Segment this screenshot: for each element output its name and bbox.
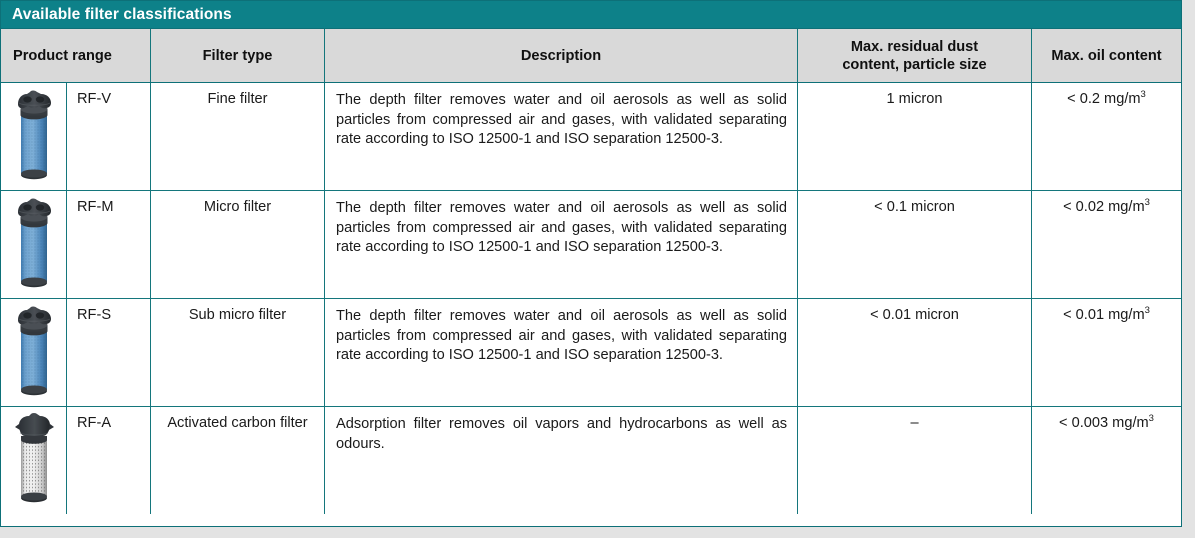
filter-element-blue-icon-graphic: [17, 90, 51, 180]
description-value: The depth filter removes water and oil a…: [325, 299, 798, 406]
max-oil-content-value: < 0.003 mg/m3: [1032, 407, 1181, 514]
filter-element-carbon-icon-graphic: [14, 412, 54, 503]
filter-type-value: Sub micro filter: [151, 299, 325, 406]
column-header-max-residual-dust-line2: content, particle size: [842, 56, 987, 73]
filter-element-carbon-icon: [1, 407, 67, 514]
max-oil-content-number: < 0.2 mg/m: [1067, 91, 1141, 107]
product-code: RF-S: [67, 299, 151, 406]
filter-element-blue-icon: [1, 191, 67, 298]
max-oil-content-number: < 0.003 mg/m: [1059, 415, 1149, 431]
max-oil-content-value: < 0.01 mg/m3: [1032, 299, 1181, 406]
filter-type-value: Fine filter: [151, 83, 325, 190]
column-header-description: Description: [325, 29, 798, 82]
table-header-row: Product range Filter type Description Ma…: [1, 28, 1181, 83]
max-oil-content-exponent: 3: [1148, 413, 1154, 425]
column-header-filter-type: Filter type: [151, 29, 325, 82]
max-residual-dust-value: < 0.1 micron: [798, 191, 1032, 298]
filter-type-value: Micro filter: [151, 191, 325, 298]
table-row: RF-S Sub micro filter The depth filter r…: [1, 299, 1181, 407]
table-title: Available filter classifications: [1, 1, 1181, 28]
max-oil-content-exponent: 3: [1144, 197, 1150, 209]
product-code: RF-V: [67, 83, 151, 190]
max-residual-dust-value: –: [798, 407, 1032, 514]
max-oil-content-number: < 0.02 mg/m: [1063, 199, 1145, 215]
max-residual-dust-value: 1 micron: [798, 83, 1032, 190]
filter-element-blue-icon-graphic: [17, 306, 51, 396]
table-row: RF-M Micro filter The depth filter remov…: [1, 191, 1181, 299]
max-residual-dust-value: < 0.01 micron: [798, 299, 1032, 406]
column-header-product-range: Product range: [1, 29, 151, 82]
description-value: The depth filter removes water and oil a…: [325, 83, 798, 190]
column-header-max-residual-dust: Max. residual dust content, particle siz…: [798, 29, 1032, 82]
filter-element-blue-icon: [1, 83, 67, 190]
filter-classifications-table: Available filter classifications Product…: [0, 0, 1182, 527]
product-code: RF-M: [67, 191, 151, 298]
max-oil-content-number: < 0.01 mg/m: [1063, 307, 1145, 323]
product-code: RF-A: [67, 407, 151, 514]
column-header-max-residual-dust-line1: Max. residual dust: [850, 38, 979, 55]
filter-element-blue-icon: [1, 299, 67, 406]
column-header-max-oil-content: Max. oil content: [1051, 47, 1162, 64]
filter-element-blue-icon-graphic: [17, 198, 51, 288]
max-oil-content-exponent: 3: [1144, 305, 1150, 317]
table-row: RF-V Fine filter The depth filter remove…: [1, 83, 1181, 191]
filter-type-value: Activated carbon filter: [151, 407, 325, 514]
max-oil-content-exponent: 3: [1140, 89, 1146, 101]
max-oil-content-value: < 0.2 mg/m3: [1032, 83, 1181, 190]
description-value: The depth filter removes water and oil a…: [325, 191, 798, 298]
max-oil-content-value: < 0.02 mg/m3: [1032, 191, 1181, 298]
table-grid: Product range Filter type Description Ma…: [1, 28, 1181, 526]
table-row: RF-A Activated carbon filter Adsorption …: [1, 407, 1181, 514]
description-value: Adsorption filter removes oil vapors and…: [325, 407, 798, 514]
